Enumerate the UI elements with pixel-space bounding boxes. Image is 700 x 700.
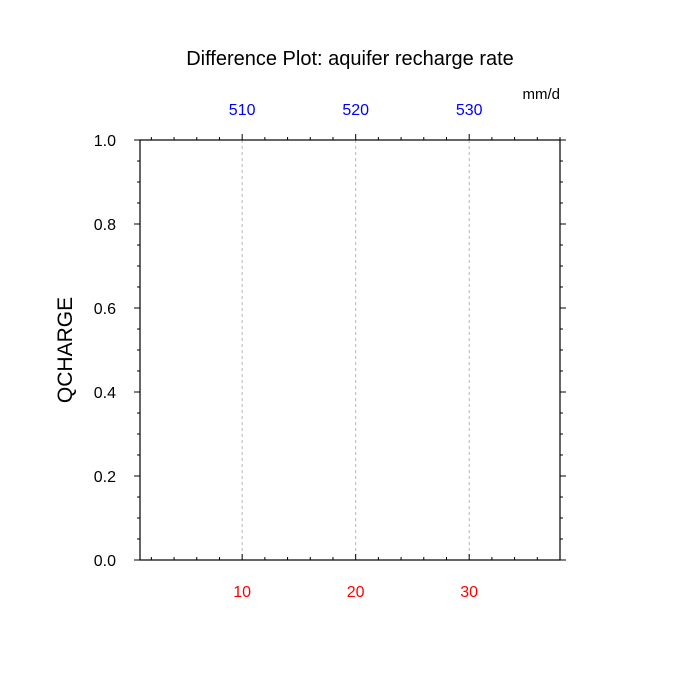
y-tick-label: 0.2 <box>94 469 116 486</box>
y-tick-label: 0.4 <box>94 385 116 402</box>
axis-ticks <box>134 134 566 561</box>
top-x-tick-label: 510 <box>229 102 256 119</box>
y-tick-label: 0.0 <box>94 553 116 570</box>
plot-frame <box>139 139 561 561</box>
top-x-tick-labels: 510 520 530 <box>229 102 483 119</box>
y-tick-label: 0.6 <box>94 301 116 318</box>
chart-title: Difference Plot: aquifer recharge rate <box>186 48 514 70</box>
y-tick-label: 1.0 <box>94 133 116 150</box>
units-label: mm/d <box>523 86 561 103</box>
top-x-tick-label: 520 <box>342 102 369 119</box>
top-x-tick-label: 530 <box>456 102 483 119</box>
bottom-x-tick-label: 10 <box>233 584 251 601</box>
grid-lines <box>241 140 470 560</box>
y-tick-label: 0.8 <box>94 217 116 234</box>
bottom-x-tick-label: 20 <box>347 584 365 601</box>
bottom-x-tick-labels: 10 20 30 <box>233 584 478 601</box>
bottom-x-tick-label: 30 <box>460 584 478 601</box>
y-axis-title: QCHARGE <box>54 297 77 403</box>
y-tick-labels: 0.0 0.2 0.4 0.6 0.8 1.0 <box>94 133 116 570</box>
